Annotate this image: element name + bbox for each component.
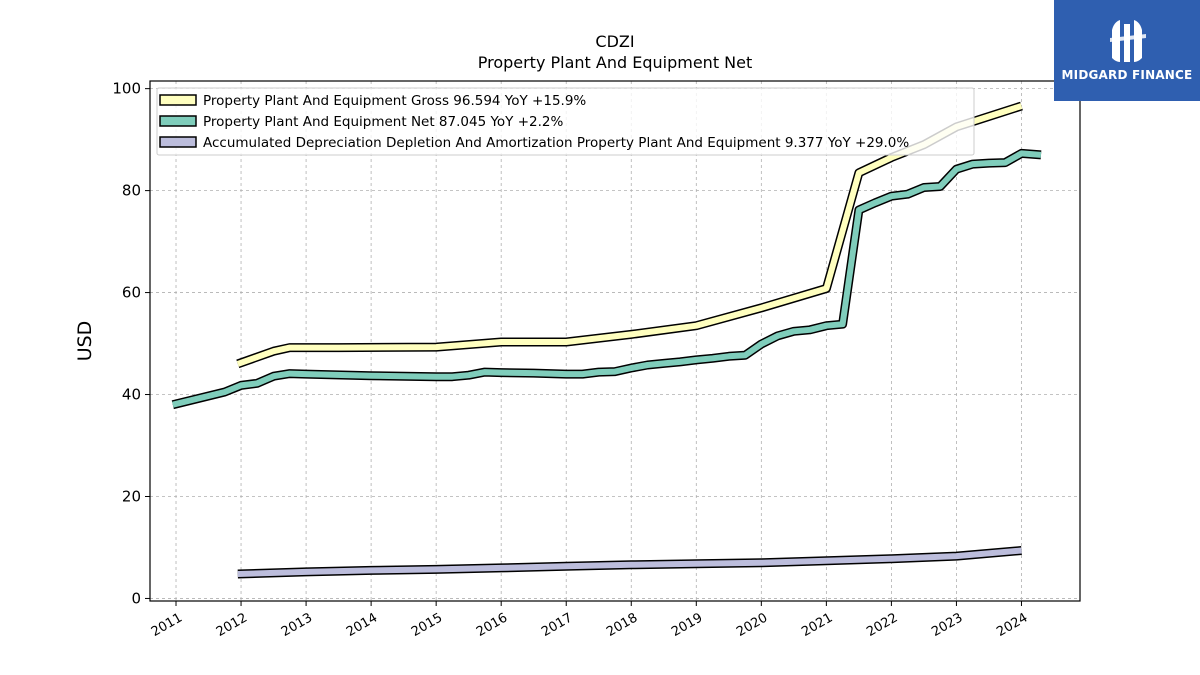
y-axis: 0 20 40 60 80 100 (112, 80, 150, 607)
x-tick-label: 2023 (929, 610, 965, 640)
chart-title: CDZI (595, 32, 634, 51)
x-tick-label: 2019 (669, 610, 705, 640)
legend-swatch-0 (159, 94, 197, 106)
grid-lines (150, 81, 1080, 601)
legend-box (156, 87, 975, 156)
y-tick-label: 40 (122, 386, 141, 404)
series-lines (171, 101, 1042, 579)
y-tick-label: 0 (131, 589, 141, 607)
x-tick-label: 2021 (799, 610, 835, 640)
legend-label-0: Property Plant And Equipment Gross 96.59… (203, 93, 586, 109)
x-tick-label: 2017 (539, 610, 575, 640)
x-axis: 2011 2012 2013 2014 2015 2016 2017 2018 2019 2020… (149, 601, 1030, 640)
y-tick-label: 100 (112, 80, 141, 98)
x-tick-label: 2024 (994, 610, 1030, 640)
y-tick-label: 60 (122, 284, 141, 302)
legend-swatch-2 (159, 136, 197, 148)
x-tick-label: 2020 (734, 610, 770, 640)
brand-name: MIDGARD FINANCE (1061, 68, 1193, 82)
y-axis-label: USD (74, 321, 96, 362)
x-tick-label: 2013 (279, 610, 315, 640)
brand-mark-icon (1110, 20, 1146, 62)
x-tick-label: 2018 (604, 610, 640, 640)
series-line-1 (172, 150, 1042, 408)
chart-subtitle: Property Plant And Equipment Net (478, 53, 753, 72)
legend: Property Plant And Equipment Gross 96.59… (156, 87, 975, 156)
legend-swatch-1 (159, 115, 197, 127)
x-tick-label: 2014 (344, 610, 380, 640)
brand-logo: MIDGARD FINANCE (1054, 0, 1200, 101)
x-tick-label: 2022 (864, 610, 900, 640)
legend-label-1: Property Plant And Equipment Net 87.045 … (203, 114, 563, 130)
legend-label-2: Accumulated Depreciation Depletion And A… (203, 135, 909, 151)
y-tick-label: 20 (122, 487, 141, 505)
plot-frame (149, 80, 1081, 602)
x-tick-label: 2012 (214, 610, 250, 640)
series-line-2 (237, 547, 1022, 577)
x-tick-label: 2016 (474, 610, 510, 640)
x-tick-label: 2015 (409, 610, 445, 640)
y-tick-label: 80 (122, 182, 141, 200)
x-tick-label: 2011 (149, 610, 185, 640)
